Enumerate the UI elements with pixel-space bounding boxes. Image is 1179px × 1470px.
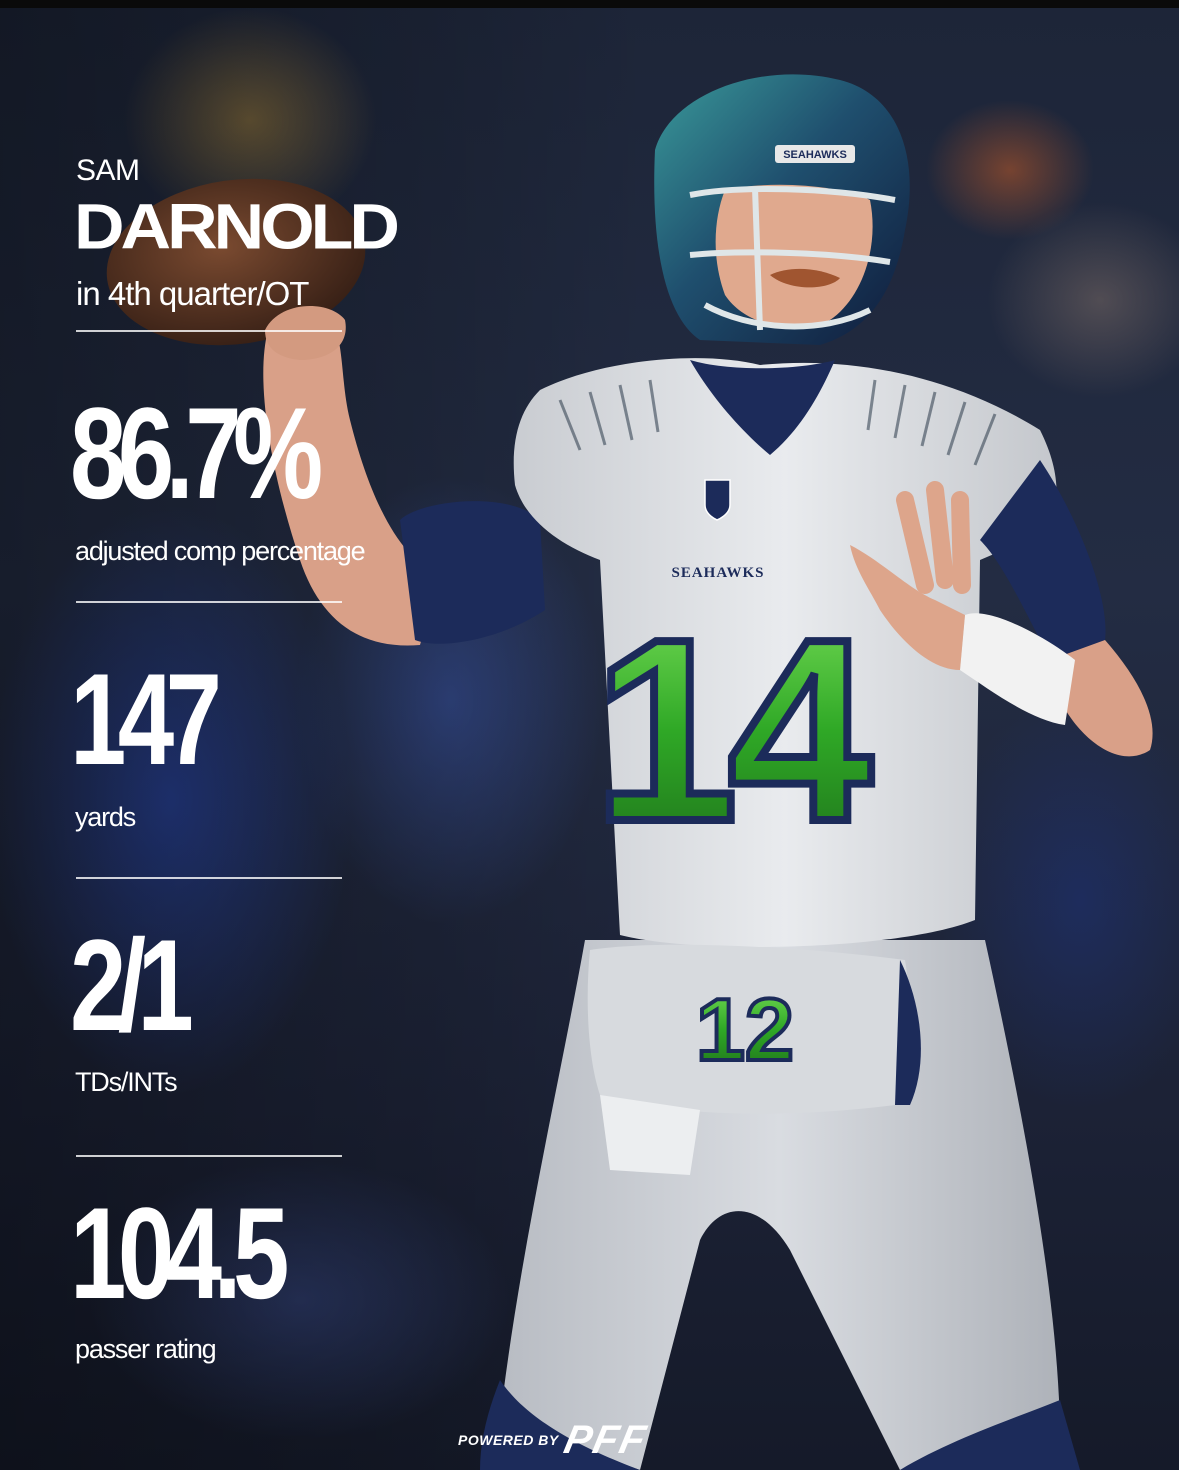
jersey-team-label: SEAHAWKS bbox=[671, 565, 764, 581]
hand-warmer-number: 12 bbox=[696, 980, 794, 1079]
football bbox=[106, 178, 366, 346]
stat-label-yards: yards bbox=[75, 802, 136, 832]
jersey-number: 14 bbox=[593, 586, 874, 876]
helmet-label: SEAHAWKS bbox=[783, 149, 847, 161]
pff-logo: PFF bbox=[560, 1418, 651, 1462]
stat-label-tds-ints: TDs/INTs bbox=[75, 1067, 178, 1097]
stat-value-yards: 147 bbox=[70, 646, 222, 792]
player-last-name: DARNOLD bbox=[74, 190, 400, 263]
player-first-name: SAM bbox=[76, 154, 140, 187]
stat-value-passer-rating: 104.5 bbox=[70, 1180, 289, 1326]
stat-label-passer-rating: passer rating bbox=[75, 1334, 217, 1364]
divider bbox=[76, 1155, 342, 1157]
stat-label-comp-pct: adjusted comp percentage bbox=[75, 536, 366, 566]
divider bbox=[76, 330, 342, 332]
top-border bbox=[0, 0, 1179, 8]
stat-context: in 4th quarter/OT bbox=[76, 275, 309, 312]
divider bbox=[76, 877, 342, 879]
stat-value-comp-pct: 86.7% bbox=[70, 380, 323, 526]
stat-value-tds-ints: 2/1 bbox=[70, 912, 194, 1058]
powered-by-label: POWERED BY bbox=[458, 1432, 559, 1448]
divider bbox=[76, 601, 342, 603]
footer: POWERED BY PFF bbox=[458, 1418, 651, 1462]
